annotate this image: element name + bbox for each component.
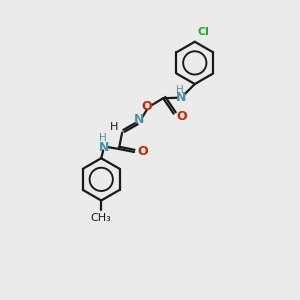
Text: N: N (98, 140, 109, 154)
Text: N: N (134, 113, 145, 126)
Text: H: H (110, 122, 118, 132)
Text: H: H (176, 85, 184, 95)
Text: O: O (177, 110, 187, 123)
Text: CH₃: CH₃ (91, 214, 112, 224)
Text: Cl: Cl (198, 27, 210, 37)
Text: H: H (99, 133, 107, 143)
Text: O: O (142, 100, 152, 113)
Text: N: N (176, 91, 186, 104)
Text: O: O (137, 146, 148, 158)
